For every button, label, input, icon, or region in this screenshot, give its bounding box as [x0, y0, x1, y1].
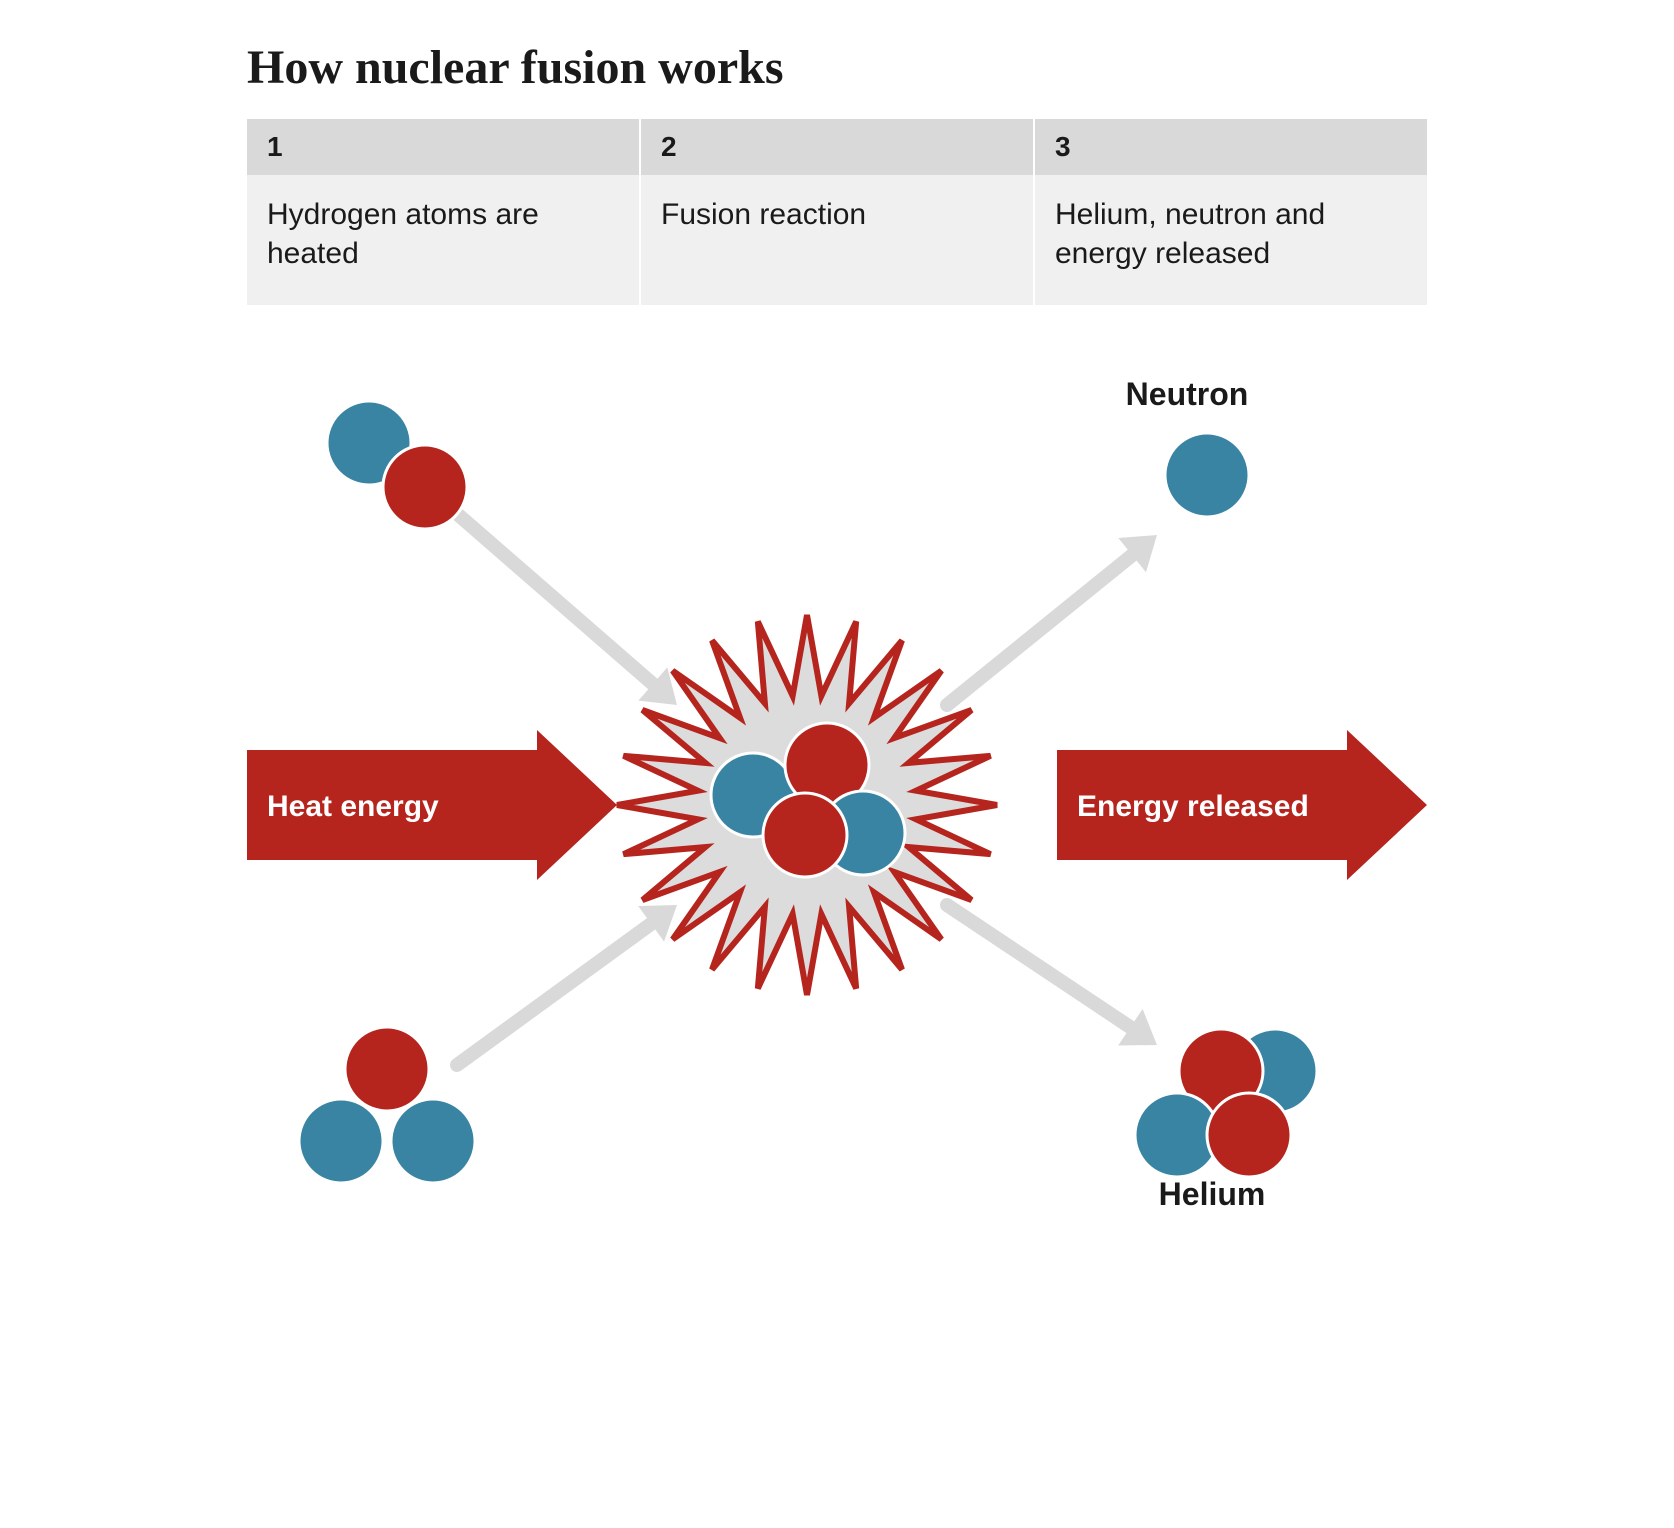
svg-text:Neutron: Neutron: [1126, 376, 1249, 412]
step-column: 1 Hydrogen atoms are heated: [247, 119, 641, 305]
diagram-svg: Heat energy Energy released Neutron Helium: [247, 345, 1427, 1225]
step-description: Helium, neutron and energy released: [1035, 175, 1427, 305]
step-description: Fusion reaction: [641, 175, 1033, 305]
step-number: 2: [641, 119, 1033, 175]
steps-table: 1 Hydrogen atoms are heated 2 Fusion rea…: [247, 119, 1427, 305]
svg-text:Heat energy: Heat energy: [267, 790, 439, 823]
step-description: Hydrogen atoms are heated: [247, 175, 639, 305]
svg-text:Energy released: Energy released: [1077, 790, 1309, 823]
svg-text:Helium: Helium: [1159, 1176, 1266, 1212]
fusion-diagram: Heat energy Energy released Neutron Helium: [247, 345, 1427, 1225]
step-column: 2 Fusion reaction: [641, 119, 1035, 305]
step-number: 3: [1035, 119, 1427, 175]
step-column: 3 Helium, neutron and energy released: [1035, 119, 1427, 305]
step-number: 1: [247, 119, 639, 175]
page-title: How nuclear fusion works: [247, 40, 1427, 95]
